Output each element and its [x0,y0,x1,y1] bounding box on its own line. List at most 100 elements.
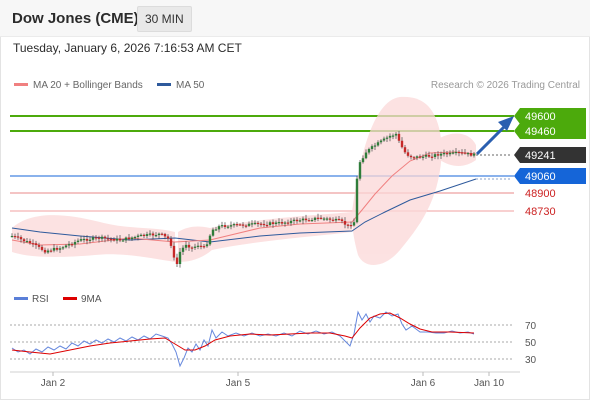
candle-body [211,229,215,236]
candle-body [466,153,470,155]
candle-body [37,245,41,247]
candle-body [232,224,236,226]
candle-body [151,233,155,236]
candle-body [388,135,392,138]
candle-body [13,235,17,238]
candle-body [127,237,131,240]
candle-body [259,223,263,225]
candle-body [340,219,344,222]
candlesticks [10,131,476,268]
candle-body [463,152,467,154]
candle-body [247,223,251,226]
candle-body [10,235,14,238]
candle-body [79,239,83,241]
candle-body [427,154,431,157]
candle-body [454,151,458,154]
candle-body [355,178,359,223]
candle-body [385,137,389,139]
candle-body [136,235,140,237]
candle-body [16,236,20,238]
candle-body [397,133,401,141]
candle-body [157,233,161,236]
candle-body [115,238,119,241]
candle-body [91,237,95,240]
candle-body [31,243,35,245]
x-label-jan10: Jan 10 [474,378,504,389]
candle-body [358,162,362,179]
candle-body [292,219,296,221]
candle-body [169,238,173,246]
candle-body [85,238,89,241]
x-label-jan2: Jan 2 [41,378,66,389]
level-tag-49460: 49460 [514,123,586,139]
candle-body [55,247,59,250]
candle-body [412,157,416,159]
candle-body [391,135,395,137]
candle-body [97,237,101,239]
copyright: Research © 2026 Trading Central [430,80,580,91]
candle-body [307,220,311,222]
candle-body [367,148,371,153]
candle-body [148,233,152,235]
candle-body [70,244,74,246]
candle-body [94,237,98,239]
candle-body [394,133,398,136]
rsi-label: RSI [32,294,49,305]
candle-body [109,238,113,240]
candle-body [430,156,434,158]
candle-body [241,224,245,226]
candle-body [61,247,65,249]
candle-body [160,233,164,235]
candle-body [58,248,62,250]
timeframe-button[interactable]: 30 MIN [137,6,192,32]
candle-body [187,244,191,248]
candle-body [445,153,449,155]
level-tag-49241: 49241 [514,147,586,163]
level-tag-49060: 49060 [514,168,586,184]
candle-body [82,238,86,241]
candle-body [112,239,116,241]
candle-body [280,222,284,224]
candle-body [184,244,188,248]
candle-body [46,250,50,253]
candle-body [34,243,38,246]
x-label-jan6: Jan 6 [411,378,436,389]
candle-body [223,225,227,227]
candle-body [304,218,308,221]
candle-body [229,225,233,227]
9ma-line [11,312,475,355]
candle-body [316,217,320,219]
candle-body [28,241,32,244]
candle-body [343,221,347,225]
candle-body [442,153,446,155]
candle-body [319,217,323,219]
candle-body [451,152,455,154]
candle-body [448,152,452,155]
ma20-label: MA 20 + Bollinger Bands [33,80,143,91]
candle-body [67,244,71,246]
level-label-49600: 49600 [525,111,556,123]
candle-body [334,218,338,221]
rsi-tick-30: 30 [525,355,537,366]
9ma-swatch [63,297,77,300]
candle-body [415,156,419,158]
candle-body [76,240,80,242]
candle-body [181,247,185,252]
candle-body [100,236,104,239]
x-label-jan5: Jan 5 [226,378,251,389]
candle-body [190,247,194,249]
candle-body [220,225,224,227]
rsi-legend: RSI 9MA [14,294,102,305]
candle-body [106,238,110,240]
ma50-line [11,178,477,243]
bollinger-band [12,96,476,266]
level-label-49241: 49241 [525,150,556,162]
candle-body [64,245,68,248]
candle-body [457,151,461,154]
candle-body [124,237,128,241]
candle-body [145,234,149,236]
ma50-label: MA 50 [176,80,205,91]
candle-body [118,238,122,241]
candle-body [172,245,176,258]
level-label-48730: 48730 [525,206,556,218]
